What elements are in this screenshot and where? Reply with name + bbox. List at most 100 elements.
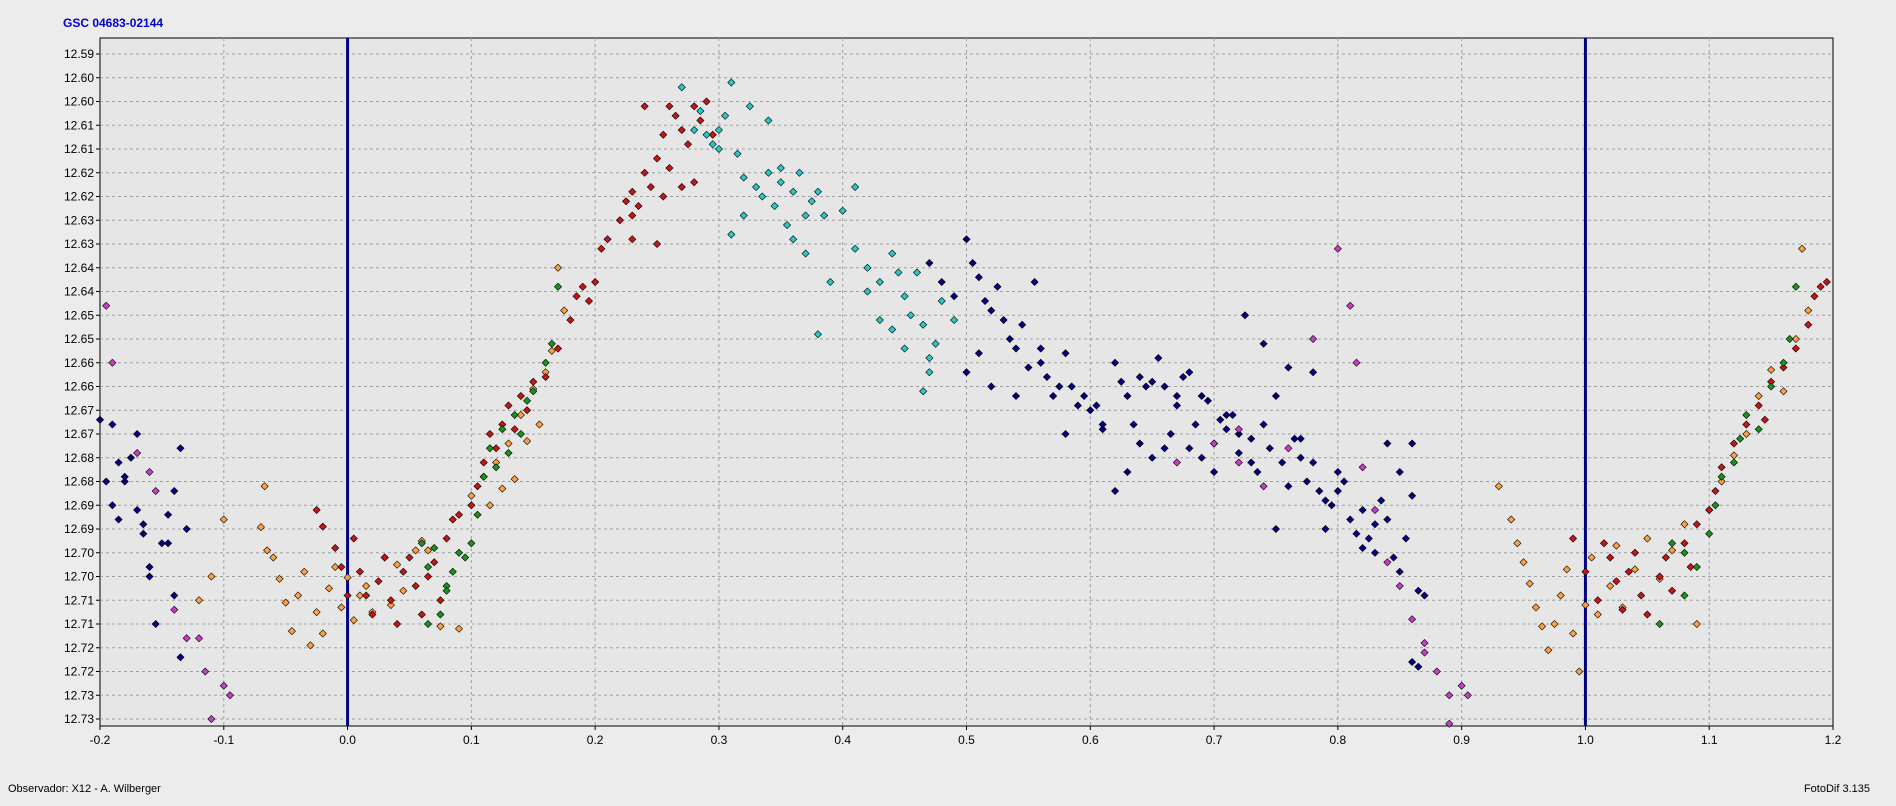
y-tick-label: 12.65 (64, 308, 94, 322)
data-point (1791, 344, 1800, 353)
data-point (560, 306, 569, 315)
data-point (1302, 477, 1311, 486)
data-point (492, 444, 501, 453)
x-tick-label: 0.4 (834, 733, 851, 747)
data-point (1668, 546, 1677, 555)
data-point (1408, 657, 1417, 667)
data-points (95, 78, 1831, 728)
data-point (133, 448, 142, 458)
data-point (1309, 368, 1318, 377)
data-point (1754, 425, 1763, 434)
data-point (1061, 349, 1070, 358)
data-point (739, 211, 748, 220)
data-point (1011, 391, 1021, 401)
y-tick-label: 12.67 (64, 427, 94, 441)
data-point (733, 149, 742, 158)
software-label: FotoDif 3.135 (1803, 783, 1870, 795)
data-point (696, 116, 705, 125)
data-point (721, 111, 730, 120)
data-point (1742, 410, 1751, 420)
data-point (671, 111, 680, 120)
data-point (1210, 467, 1219, 477)
data-point (1111, 358, 1120, 367)
data-point (287, 627, 296, 636)
data-point (479, 472, 488, 481)
data-point (677, 125, 686, 135)
data-point (1581, 600, 1590, 610)
data-point (1166, 429, 1175, 439)
data-point (1222, 410, 1231, 420)
data-point (306, 641, 315, 650)
data-point (1556, 591, 1565, 600)
data-point (937, 277, 946, 287)
data-point (826, 277, 835, 287)
y-tick-label: 12.66 (64, 356, 94, 370)
data-point (1234, 448, 1243, 458)
data-point (349, 534, 358, 543)
data-point (300, 567, 309, 576)
y-tick-label: 12.68 (64, 475, 94, 489)
data-point (875, 277, 884, 287)
data-point (1408, 491, 1417, 500)
data-point (133, 505, 142, 515)
data-point (999, 315, 1008, 325)
data-point (442, 586, 451, 595)
data-point (1420, 638, 1429, 648)
y-tick-label: 12.72 (64, 641, 94, 655)
data-point (337, 562, 346, 572)
data-point (1810, 292, 1819, 301)
data-point (1643, 610, 1652, 619)
data-point (1024, 363, 1033, 372)
data-point (1036, 358, 1045, 367)
data-point (789, 235, 798, 244)
data-point (1680, 591, 1689, 600)
chart-title: GSC 04683-02144 (63, 16, 164, 30)
data-point (516, 391, 525, 401)
data-point (1234, 425, 1243, 434)
series-5 (95, 235, 1429, 671)
data-point (925, 368, 934, 377)
data-point (331, 543, 340, 553)
data-point (1352, 529, 1361, 538)
data-point (1587, 553, 1596, 562)
data-point (430, 558, 439, 567)
data-point (405, 553, 414, 562)
data-point (1550, 619, 1559, 629)
y-axis-ticks: 12.59 12.60 12.60 12.61 12.61 12.62 12.62 12.63… (64, 47, 100, 726)
data-point (690, 102, 699, 111)
data-point (219, 681, 228, 690)
data-point (820, 211, 829, 220)
data-point (467, 501, 476, 510)
data-point (1370, 548, 1380, 557)
data-point (1729, 458, 1738, 467)
x-tick-label: 0.8 (1330, 733, 1347, 747)
data-point (523, 406, 532, 415)
data-point (312, 505, 321, 515)
data-point (1457, 681, 1466, 690)
data-point (1191, 420, 1200, 429)
data-point (1692, 562, 1701, 572)
data-point (219, 515, 228, 524)
data-point (324, 584, 334, 593)
data-point (1569, 629, 1578, 638)
data-point (1816, 282, 1825, 291)
data-point (417, 610, 426, 619)
data-point (1061, 429, 1070, 439)
data-point (374, 577, 383, 586)
data-point (1327, 501, 1336, 510)
data-point (894, 268, 903, 277)
data-point (987, 306, 996, 315)
data-point (529, 377, 538, 386)
data-point (368, 610, 377, 619)
y-tick-label: 12.67 (64, 403, 94, 417)
data-point (349, 616, 358, 625)
data-point (1284, 482, 1293, 491)
data-point (863, 287, 872, 296)
data-point (1098, 420, 1107, 429)
data-point (1779, 363, 1788, 372)
data-point (1569, 534, 1578, 543)
data-point (331, 562, 340, 572)
data-point (504, 401, 513, 410)
data-point (195, 634, 204, 643)
x-tick-label: 1.0 (1577, 733, 1594, 747)
